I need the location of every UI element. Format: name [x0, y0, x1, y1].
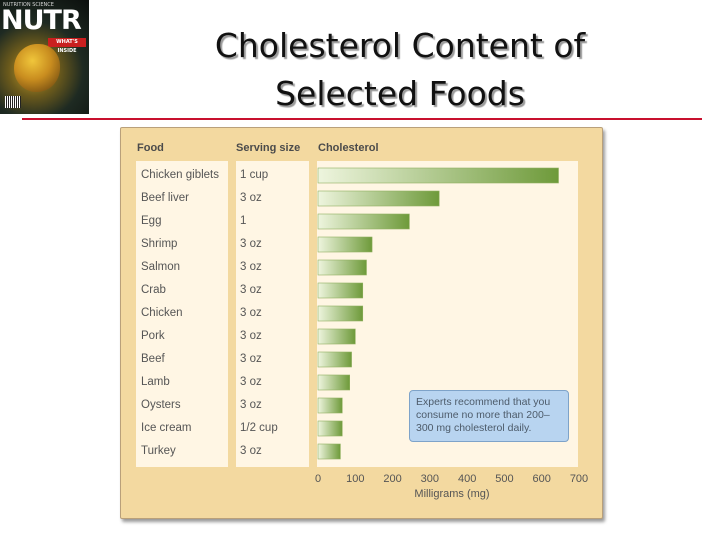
- cover-badge: WHAT'S INSIDE: [48, 38, 86, 54]
- x-tick-label: 600: [533, 473, 551, 485]
- cover-pepper-image: [14, 44, 60, 92]
- magazine-cover-thumbnail: NUTRITION SCIENCE NUTR WHAT'S INSIDE: [0, 0, 89, 114]
- x-tick-label: 100: [346, 473, 364, 485]
- serving-size-label: 3 oz: [240, 399, 262, 411]
- food-label: Egg: [141, 215, 162, 227]
- title-divider: [22, 118, 702, 120]
- cholesterol-bar: [317, 374, 350, 391]
- food-label: Oysters: [141, 399, 181, 411]
- x-tick-label: 500: [495, 473, 513, 485]
- recommendation-callout: Experts recommend that you consume no mo…: [409, 390, 569, 442]
- cholesterol-bar: [317, 259, 367, 276]
- slide-title-line1: Cholesterol Content of: [214, 26, 586, 65]
- x-tick-label: 300: [421, 473, 439, 485]
- serving-size-label: 3 oz: [240, 261, 262, 273]
- food-label: Pork: [141, 330, 165, 342]
- slide-title-line2: Selected Foods: [275, 74, 525, 113]
- food-label: Beef: [141, 353, 165, 365]
- serving-size-label: 3 oz: [240, 445, 262, 457]
- header-serving-size: Serving size: [236, 142, 301, 154]
- serving-size-label: 1 cup: [240, 169, 269, 181]
- cholesterol-bar: [317, 397, 343, 414]
- cover-logo: NUTR: [1, 5, 82, 36]
- cholesterol-bar: [317, 236, 373, 253]
- header-cholesterol: Cholesterol: [318, 142, 379, 154]
- cover-barcode: [5, 96, 21, 108]
- serving-column: [236, 161, 309, 467]
- x-axis-title: Milligrams (mg): [414, 488, 489, 500]
- header-food: Food: [137, 142, 164, 154]
- cholesterol-bar: [317, 190, 440, 207]
- serving-size-label: 3 oz: [240, 330, 262, 342]
- food-label: Chicken giblets: [141, 169, 219, 181]
- cholesterol-bar: [317, 167, 559, 184]
- food-label: Ice cream: [141, 422, 192, 434]
- cover-caption: NUTRITION SCIENCE: [3, 2, 54, 8]
- chart-panel: Food Serving size Cholesterol Chicken gi…: [120, 127, 603, 519]
- food-label: Beef liver: [141, 192, 189, 204]
- food-label: Turkey: [141, 445, 176, 457]
- food-column: [136, 161, 228, 467]
- serving-size-label: 3 oz: [240, 238, 262, 250]
- food-label: Lamb: [141, 376, 170, 388]
- cholesterol-bar: [317, 328, 356, 345]
- serving-size-label: 3 oz: [240, 192, 262, 204]
- serving-size-label: 1/2 cup: [240, 422, 278, 434]
- food-label: Salmon: [141, 261, 180, 273]
- cholesterol-bar: [317, 351, 352, 368]
- slide-title: Cholesterol Content of Selected Foods: [140, 22, 660, 118]
- x-tick-label: 200: [383, 473, 401, 485]
- cholesterol-bar: [317, 443, 341, 460]
- food-label: Shrimp: [141, 238, 178, 250]
- food-label: Chicken: [141, 307, 183, 319]
- serving-size-label: 3 oz: [240, 353, 262, 365]
- cholesterol-bar: [317, 282, 364, 299]
- serving-size-label: 1: [240, 215, 247, 227]
- x-tick-label: 0: [315, 473, 321, 485]
- cholesterol-bar: [317, 420, 343, 437]
- x-tick-label: 400: [458, 473, 476, 485]
- x-tick-label: 700: [570, 473, 588, 485]
- serving-size-label: 3 oz: [240, 376, 262, 388]
- cholesterol-bar: [317, 213, 410, 230]
- food-label: Crab: [141, 284, 166, 296]
- cholesterol-bar: [317, 305, 364, 322]
- cholesterol-bar-chart: 0 100 200 300 400 500 600 700 Milligrams (mg): [315, 167, 588, 500]
- serving-size-label: 3 oz: [240, 284, 262, 296]
- serving-size-label: 3 oz: [240, 307, 262, 319]
